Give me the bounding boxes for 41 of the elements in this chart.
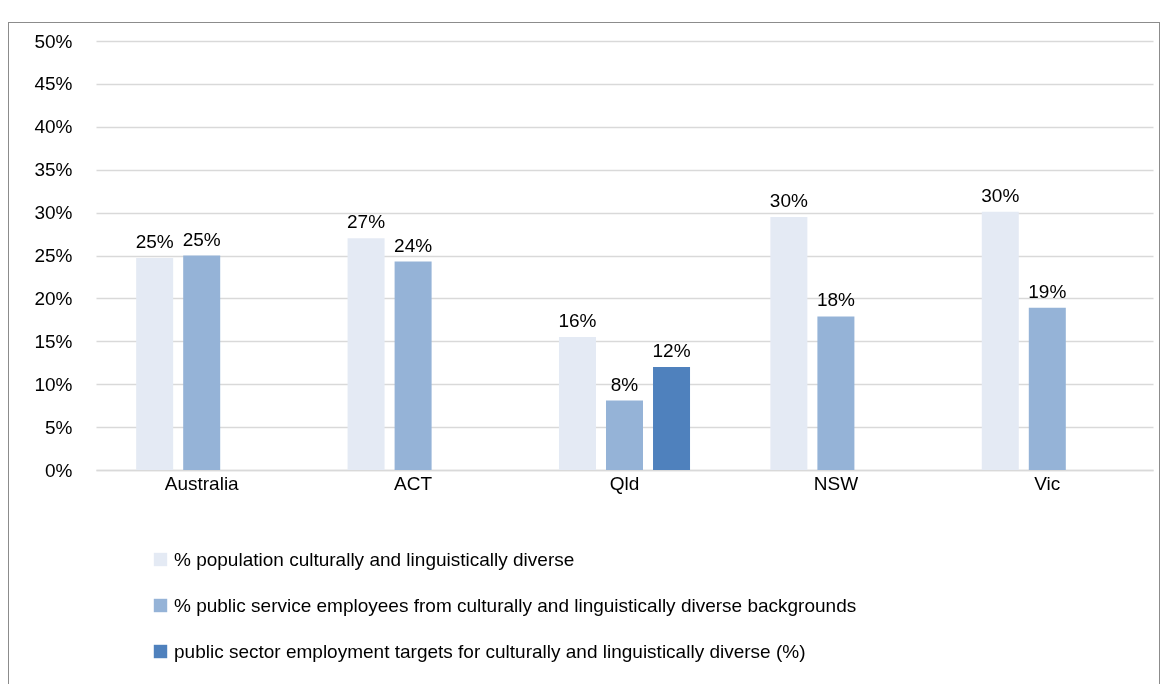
bar [347,238,385,470]
y-tick-label: 20% [34,287,73,309]
data-label: 27% [347,211,386,233]
bar [605,400,644,470]
bar [558,337,596,470]
x-tick-label: ACT [394,472,433,494]
bar [653,367,691,470]
y-tick-label: 30% [34,202,73,224]
data-label: 30% [981,184,1020,206]
y-tick-label: 45% [34,73,73,95]
bar [981,211,1019,470]
y-tick-label: 50% [34,30,73,52]
y-tick-label: 15% [34,330,73,352]
data-label: 25% [135,231,174,253]
bar [183,255,221,470]
y-tick-label: 0% [45,459,73,481]
legend-label: % public service employees from culturally and linguistically diverse backgrounds [174,594,857,616]
bar [770,216,808,470]
data-label: 16% [558,310,597,332]
y-tick-label: 35% [34,159,73,181]
x-tick-label: NSW [813,472,859,494]
y-tick-label: 25% [34,245,73,266]
x-tick-label: Qld [609,472,640,494]
y-tick-label: 40% [34,116,73,138]
x-tick-label: Australia [164,472,240,494]
bar [1028,307,1066,470]
data-label: 19% [1028,280,1067,302]
data-label: 25% [182,228,221,250]
data-label: 18% [816,289,856,311]
legend-label: public sector employment targets for culturally and linguistically diverse (%) [174,640,806,662]
bar [394,261,432,470]
y-tick-label: 10% [34,373,73,395]
y-tick-label: 5% [45,416,73,438]
data-label: 8% [610,373,639,395]
bar [817,316,855,470]
data-label: 12% [652,340,691,362]
bar [136,258,174,470]
x-tick-label: Vic [1034,472,1061,494]
data-label: 24% [394,234,433,256]
data-label: 30% [769,189,808,211]
legend-label: % population culturally and linguistically diverse [174,548,575,570]
